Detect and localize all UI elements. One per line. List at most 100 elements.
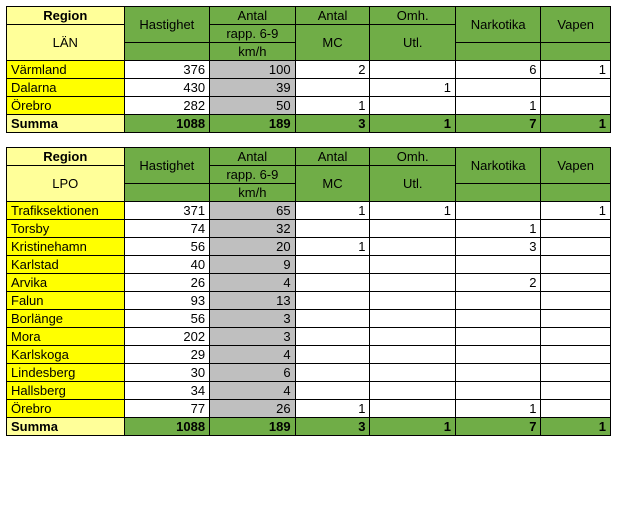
cell-narkotika — [455, 292, 541, 310]
cell-vapen — [541, 97, 611, 115]
cell-hastighet: 56 — [124, 310, 210, 328]
cell-antal-mc — [295, 220, 370, 238]
table2-sum-row: Summa 1088 189 3 1 7 1 — [7, 418, 611, 436]
header-sublabel-lpo: LPO — [7, 166, 125, 202]
cell-hastighet: 202 — [124, 328, 210, 346]
row-label: Falun — [7, 292, 125, 310]
header-antal-rapp-mid: rapp. 6-9 — [210, 25, 296, 43]
cell-antal-mc — [295, 310, 370, 328]
cell-antal-rapp: 32 — [210, 220, 296, 238]
table-row: Karlskoga294 — [7, 346, 611, 364]
cell-narkotika: 2 — [455, 274, 541, 292]
cell-antal-rapp: 3 — [210, 328, 296, 346]
header-antal-rapp-top: Antal — [210, 7, 296, 25]
table-row: Karlstad409 — [7, 256, 611, 274]
sum-c4: 1 — [370, 418, 456, 436]
cell-narkotika: 1 — [455, 400, 541, 418]
sum-c5: 7 — [455, 418, 541, 436]
header-antal-rapp-mid: rapp. 6-9 — [210, 166, 296, 184]
row-label: Torsby — [7, 220, 125, 238]
cell-vapen — [541, 256, 611, 274]
sum-c5: 7 — [455, 115, 541, 133]
header-hastighet-empty — [124, 43, 210, 61]
cell-antal-rapp: 4 — [210, 274, 296, 292]
header-vapen-empty — [541, 184, 611, 202]
cell-narkotika: 6 — [455, 61, 541, 79]
cell-antal-rapp: 26 — [210, 400, 296, 418]
cell-narkotika: 1 — [455, 97, 541, 115]
cell-narkotika — [455, 364, 541, 382]
cell-omh-utl — [370, 220, 456, 238]
cell-hastighet: 29 — [124, 346, 210, 364]
table2-body: Trafiksektionen37165111Torsby74321Kristi… — [7, 202, 611, 418]
cell-antal-mc: 1 — [295, 238, 370, 256]
header-hastighet-empty — [124, 184, 210, 202]
header-narkotika-empty — [455, 184, 541, 202]
cell-narkotika — [455, 346, 541, 364]
cell-hastighet: 40 — [124, 256, 210, 274]
header-vapen: Vapen — [541, 7, 611, 43]
cell-antal-mc: 1 — [295, 400, 370, 418]
table-row: Örebro2825011 — [7, 97, 611, 115]
cell-narkotika: 3 — [455, 238, 541, 256]
header-row-1: Region Hastighet Antal Antal Omh. Narkot… — [7, 7, 611, 25]
cell-antal-mc: 1 — [295, 202, 370, 220]
cell-antal-mc — [295, 256, 370, 274]
cell-antal-mc — [295, 364, 370, 382]
header-antal-mc-top: Antal — [295, 7, 370, 25]
cell-omh-utl — [370, 382, 456, 400]
cell-antal-rapp: 13 — [210, 292, 296, 310]
row-label: Lindesberg — [7, 364, 125, 382]
cell-vapen — [541, 400, 611, 418]
cell-omh-utl — [370, 274, 456, 292]
sum-c2: 189 — [210, 115, 296, 133]
cell-omh-utl — [370, 400, 456, 418]
region-lan-table: Region Hastighet Antal Antal Omh. Narkot… — [6, 6, 611, 133]
cell-hastighet: 34 — [124, 382, 210, 400]
cell-vapen — [541, 274, 611, 292]
cell-narkotika — [455, 310, 541, 328]
sum-c3: 3 — [295, 115, 370, 133]
cell-omh-utl — [370, 328, 456, 346]
cell-hastighet: 30 — [124, 364, 210, 382]
cell-antal-mc — [295, 274, 370, 292]
row-label: Karlstad — [7, 256, 125, 274]
row-label: Mora — [7, 328, 125, 346]
header-omh-bot: Utl. — [370, 166, 456, 202]
header-antal-mc-bot: MC — [295, 166, 370, 202]
sum-c3: 3 — [295, 418, 370, 436]
cell-omh-utl — [370, 238, 456, 256]
cell-narkotika — [455, 328, 541, 346]
header-region: Region — [7, 148, 125, 166]
sum-label: Summa — [7, 418, 125, 436]
cell-omh-utl: 1 — [370, 202, 456, 220]
cell-narkotika — [455, 256, 541, 274]
table-row: Mora2023 — [7, 328, 611, 346]
table-row: Arvika2642 — [7, 274, 611, 292]
header-hastighet: Hastighet — [124, 7, 210, 43]
header-omh-top: Omh. — [370, 7, 456, 25]
cell-narkotika — [455, 382, 541, 400]
cell-vapen — [541, 79, 611, 97]
header-vapen-empty — [541, 43, 611, 61]
cell-narkotika — [455, 202, 541, 220]
cell-hastighet: 371 — [124, 202, 210, 220]
sum-c2: 189 — [210, 418, 296, 436]
cell-vapen — [541, 364, 611, 382]
cell-antal-rapp: 50 — [210, 97, 296, 115]
cell-omh-utl — [370, 256, 456, 274]
header-region: Region — [7, 7, 125, 25]
header-narkotika-empty — [455, 43, 541, 61]
cell-hastighet: 93 — [124, 292, 210, 310]
cell-vapen — [541, 220, 611, 238]
row-label: Trafiksektionen — [7, 202, 125, 220]
cell-vapen — [541, 238, 611, 256]
cell-antal-rapp: 6 — [210, 364, 296, 382]
cell-omh-utl — [370, 346, 456, 364]
table-row: Borlänge563 — [7, 310, 611, 328]
cell-antal-rapp: 3 — [210, 310, 296, 328]
cell-omh-utl — [370, 364, 456, 382]
cell-hastighet: 376 — [124, 61, 210, 79]
cell-vapen: 1 — [541, 202, 611, 220]
cell-antal-mc — [295, 328, 370, 346]
